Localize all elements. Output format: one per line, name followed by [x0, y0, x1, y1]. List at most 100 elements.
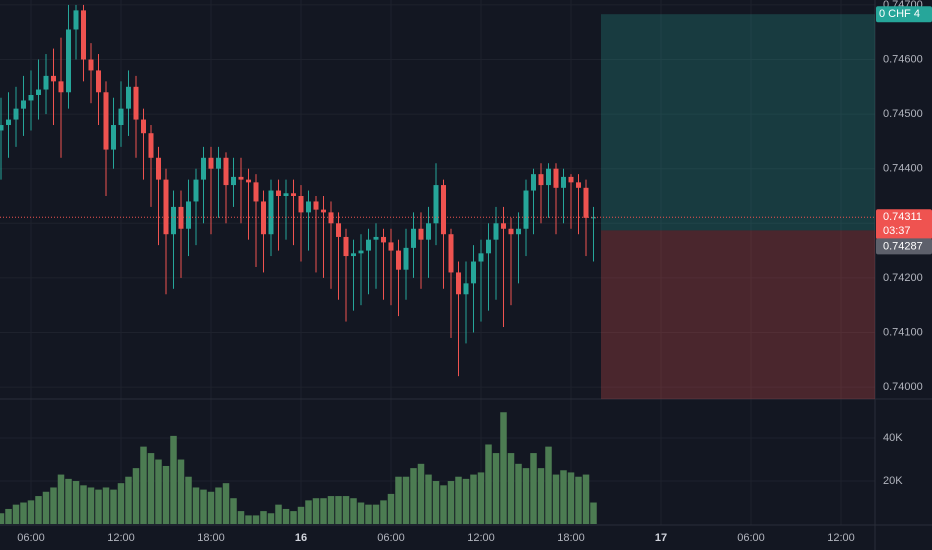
target-zone — [600, 14, 875, 231]
volume-bar — [245, 515, 252, 524]
position-badge — [876, 6, 932, 23]
volume-bar — [455, 476, 462, 524]
volume-bar — [507, 453, 515, 524]
volume-bar — [20, 502, 27, 524]
candle-body — [6, 119, 12, 126]
candle-body — [231, 176, 237, 186]
candle-body — [298, 195, 304, 213]
y-tick-label: 0.74500 — [883, 108, 923, 120]
candle-body — [590, 217, 596, 219]
y-tick-label: 0.74000 — [883, 381, 923, 393]
candle-body — [351, 253, 357, 257]
candle-body — [81, 10, 87, 60]
candle-body — [148, 133, 154, 158]
candle-body — [553, 168, 559, 188]
candle-body — [470, 261, 476, 284]
volume-bar — [425, 474, 432, 524]
candle-body — [178, 206, 184, 229]
volume-bar — [312, 498, 320, 524]
candle-body — [88, 59, 94, 71]
last-price-label: 0.74311 — [883, 211, 922, 223]
candle-body — [448, 234, 454, 273]
candle-body — [463, 283, 469, 295]
volume-bar — [132, 468, 140, 524]
volume-bar — [27, 500, 35, 524]
candle-body — [43, 75, 49, 90]
volume-bar — [327, 496, 335, 524]
volume-bar — [410, 468, 417, 524]
volume-bar — [215, 487, 222, 524]
volume-bar — [155, 459, 162, 524]
volume-bar — [500, 412, 507, 524]
volume-bar — [297, 506, 305, 524]
candle-body — [163, 179, 169, 235]
volume-bar — [110, 489, 117, 524]
candle-body — [111, 125, 117, 150]
candle-body — [358, 250, 364, 254]
candle-body — [381, 236, 387, 243]
candle-body — [343, 236, 349, 257]
volume-bar — [102, 487, 110, 524]
volume-bar — [42, 491, 50, 524]
candle-body — [560, 176, 566, 188]
candle-body — [478, 253, 484, 262]
volume-bar — [440, 485, 447, 524]
candle-body — [28, 94, 34, 101]
candle-body — [545, 168, 551, 186]
candle-body — [141, 119, 147, 134]
candle-body — [328, 212, 334, 224]
volume-bar — [470, 474, 477, 524]
volume-bar — [170, 435, 177, 524]
entry-label: 0.74287 — [883, 240, 923, 252]
volume-bar — [35, 496, 42, 524]
volume-bar — [395, 476, 402, 524]
candle-body — [51, 75, 57, 82]
position-label: 0 CHF 4 — [879, 8, 920, 20]
volume-bar — [12, 504, 20, 524]
volume-bar — [177, 459, 185, 524]
volume-bar — [267, 513, 275, 524]
candle-body — [515, 228, 521, 235]
candle-body — [313, 201, 319, 210]
x-tick-label: 18:00 — [197, 532, 225, 544]
candle-body — [530, 174, 536, 191]
x-tick-label: 12:00 — [107, 532, 135, 544]
candle-body — [208, 157, 214, 169]
candle-body — [223, 157, 229, 186]
volume-bar — [530, 453, 537, 524]
candle-body — [291, 193, 297, 196]
entry-badge — [876, 238, 932, 255]
volume-bar — [192, 487, 200, 524]
y-tick-label: 0.74100 — [883, 326, 923, 338]
volume-bar — [140, 446, 147, 524]
candle-body — [441, 185, 446, 235]
candle-body — [171, 206, 177, 235]
candle-body — [156, 157, 162, 180]
countdown-label: 03:37 — [883, 225, 911, 237]
candle-body — [283, 193, 289, 196]
volume-bar — [72, 481, 80, 524]
candle-body — [126, 86, 132, 109]
candle-body — [13, 108, 19, 120]
candle-body — [276, 190, 282, 196]
candle-body — [253, 182, 259, 202]
x-tick-label: 06:00 — [377, 532, 405, 544]
candle-body — [336, 223, 342, 237]
volume-bar — [57, 474, 65, 524]
volume-bar — [50, 487, 57, 524]
candle-body — [433, 185, 439, 224]
volume-bar — [582, 474, 590, 524]
volume-bar — [552, 474, 560, 524]
candle-body — [523, 190, 529, 229]
candle-body — [403, 247, 409, 270]
volume-bar — [342, 496, 350, 524]
volume-bar — [0, 513, 5, 524]
volume-bar — [290, 511, 297, 524]
candle-body — [485, 239, 491, 254]
candle-body — [216, 157, 222, 169]
candle-body — [58, 81, 64, 93]
candle-body — [66, 29, 72, 93]
volume-bar — [222, 483, 230, 524]
volume-bar — [365, 504, 372, 524]
last-price-badge — [876, 209, 932, 240]
